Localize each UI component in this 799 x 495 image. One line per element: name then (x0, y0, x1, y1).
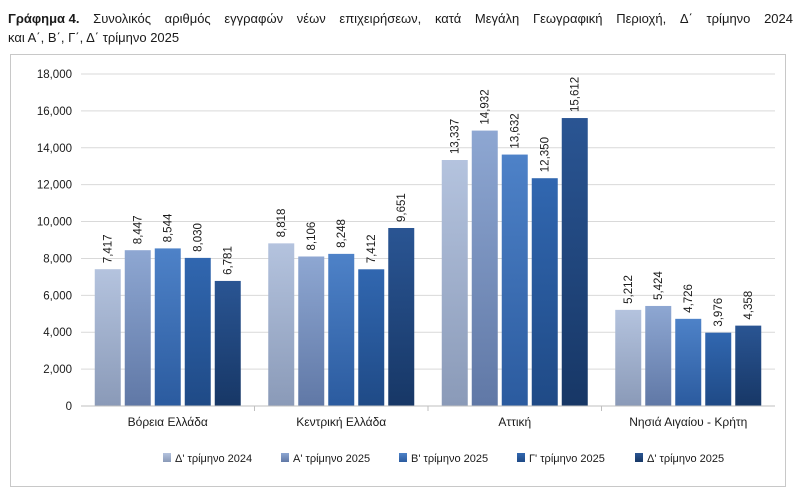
y-tick-label: 4,000 (43, 327, 72, 339)
y-axis: 0 2,000 4,000 6,000 8,000 10,000 12,000 14,000 1… (37, 69, 72, 413)
caption-word: Γεωγραφική (532, 11, 603, 26)
legend-label: Γ' τρίμηνο 2025 (529, 453, 605, 465)
bar (268, 243, 295, 406)
caption-line-1: Γράφημα 4. Συνολικός αριθμός εγγραφών νέ… (8, 9, 793, 28)
data-label: 15,612 (570, 77, 582, 112)
data-label: 12,350 (540, 137, 552, 172)
bar (154, 248, 181, 406)
legend-swatch (399, 453, 407, 462)
chart-frame: 0 2,000 4,000 6,000 8,000 10,000 12,000 14,000 1… (10, 54, 786, 487)
bar (184, 257, 211, 406)
legend-swatch (635, 453, 643, 462)
bar-chart: 0 2,000 4,000 6,000 8,000 10,000 12,000 14,000 1… (37, 69, 775, 465)
caption-word: εγγραφών (224, 11, 284, 26)
caption-word: νέων (296, 11, 326, 26)
data-label: 8,447 (133, 215, 145, 244)
data-label: 4,726 (683, 284, 695, 313)
bar (298, 256, 325, 406)
caption-word: Δ΄ (679, 11, 693, 26)
x-category-label: Βόρεια Ελλάδα (128, 415, 208, 429)
bar (501, 154, 528, 406)
y-tick-label: 14,000 (37, 143, 72, 155)
y-tick-label: 12,000 (37, 180, 72, 192)
x-category-label: Αττική (498, 415, 531, 429)
bar (645, 305, 672, 406)
y-tick-label: 0 (66, 401, 72, 413)
data-label: 14,932 (480, 89, 492, 124)
bar (388, 227, 415, 406)
data-label: 7,412 (366, 235, 378, 264)
caption-word: κατά (434, 11, 462, 26)
bar (531, 178, 558, 406)
data-label: 8,030 (193, 223, 205, 252)
legend-label: Δ' τρίμηνο 2025 (647, 453, 724, 465)
bar (471, 130, 498, 406)
caption-word: τρίμηνο (706, 11, 751, 26)
caption-word: Μεγάλη (474, 11, 520, 26)
y-tick-label: 18,000 (37, 69, 72, 81)
data-label: 9,651 (396, 193, 408, 222)
bar (94, 269, 121, 406)
bar (441, 160, 468, 406)
data-label: 8,106 (306, 222, 318, 251)
bar (124, 250, 151, 406)
x-axis: Βόρεια Ελλάδα Κεντρική Ελλάδα Αττική Νησιά … (81, 405, 775, 429)
data-label: 13,632 (510, 113, 522, 148)
bars: 7,417 8,447 8,544 8,030 6,781 8,818 8,106 8,248… (94, 77, 762, 406)
x-category-label: Νησιά Αιγαίου - Κρήτη (629, 415, 747, 429)
x-category-label: Κεντρική Ελλάδα (296, 415, 386, 429)
bar (705, 332, 732, 406)
bar (561, 118, 588, 406)
bar (675, 318, 702, 406)
bar (328, 253, 355, 406)
figure-caption: Γράφημα 4. Συνολικός αριθμός εγγραφών νέ… (8, 9, 793, 47)
bar (358, 269, 385, 406)
caption-word: Περιοχή, (616, 11, 667, 26)
data-label: 8,248 (336, 219, 348, 248)
y-tick-label: 6,000 (43, 290, 72, 302)
data-label: 4,358 (743, 291, 755, 320)
caption-line-2: και Α΄, Β΄, Γ΄, Δ΄ τρίμηνο 2025 (8, 30, 180, 45)
legend-label: Α' τρίμηνο 2025 (293, 453, 370, 465)
data-label: 7,417 (103, 234, 115, 263)
data-label: 5,212 (623, 275, 635, 304)
caption-word: επιχειρήσεων, (339, 11, 422, 26)
legend-swatch (281, 453, 289, 462)
legend-label: Β' τρίμηνο 2025 (411, 453, 488, 465)
legend-swatch (517, 453, 525, 462)
bar (615, 309, 642, 406)
legend-swatch (163, 453, 171, 462)
data-label: 3,976 (713, 298, 725, 327)
data-label: 8,818 (276, 209, 288, 238)
caption-word: αριθμός (164, 11, 211, 26)
y-tick-label: 16,000 (37, 106, 72, 118)
y-tick-label: 8,000 (43, 253, 72, 265)
y-tick-label: 10,000 (37, 217, 72, 229)
data-label: 8,544 (163, 213, 175, 242)
caption-word: Συνολικός (93, 11, 152, 26)
legend-label: Δ' τρίμηνο 2024 (175, 453, 252, 465)
legend: Δ' τρίμηνο 2024 Α' τρίμηνο 2025 Β' τρίμηνο… (163, 453, 724, 465)
data-label: 13,337 (450, 119, 462, 154)
data-label: 6,781 (223, 246, 235, 275)
caption-word: 2024 (764, 11, 793, 26)
bar (735, 325, 762, 406)
data-label: 5,424 (653, 271, 665, 300)
caption-lead: Γράφημα 4. (8, 11, 80, 26)
bar (214, 280, 241, 406)
y-tick-label: 2,000 (43, 364, 72, 376)
